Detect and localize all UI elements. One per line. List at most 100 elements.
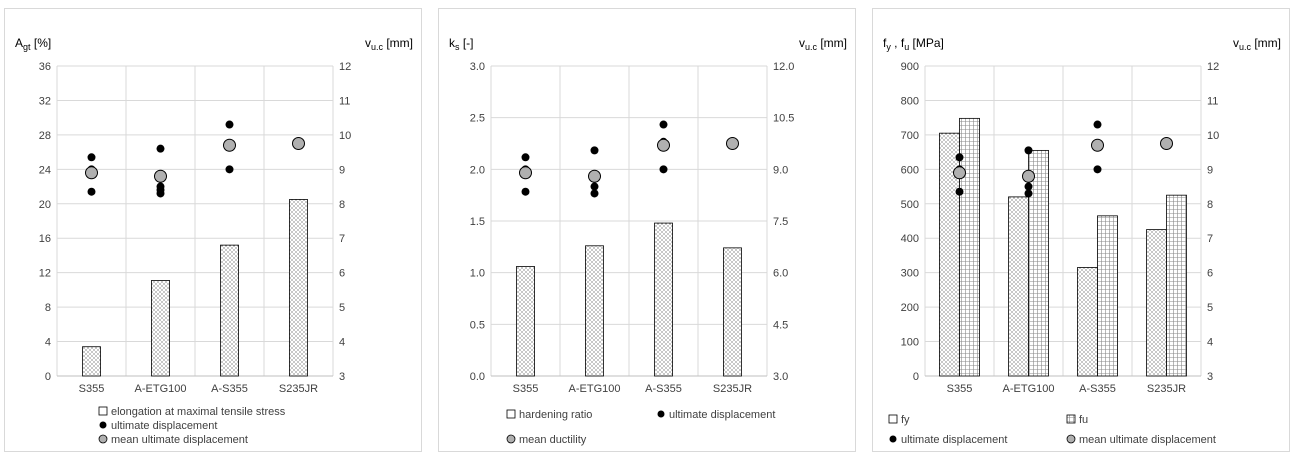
- ultimate-point: [590, 189, 599, 198]
- legend-black-marker: [889, 435, 897, 443]
- legend-square-marker: [888, 414, 898, 424]
- mean-point: [588, 169, 601, 183]
- ultimate-point: [1024, 189, 1033, 198]
- y2-axis-title-unit: [mm]: [383, 36, 413, 50]
- y-tick-label: 4: [45, 337, 51, 349]
- ultimate-point: [225, 120, 234, 129]
- chart-panel-strength: 0 100 200 300 400 500 600 700 800 900 3 4 5 6 7 8 9 10 11 1…: [872, 8, 1290, 452]
- bar: [585, 245, 604, 377]
- legend-square-marker: [506, 409, 516, 419]
- y2-axis-title: vu.c [mm]: [365, 36, 413, 52]
- legend-mean-marker: [98, 434, 108, 444]
- bar: [1097, 215, 1118, 377]
- y-axis-title: Agt [%]: [15, 36, 51, 52]
- mean-point: [292, 137, 305, 150]
- y-tick-label: 0.0: [470, 371, 485, 383]
- y2-tick-label: 12.0: [773, 61, 794, 73]
- y-tick-label: 16: [39, 233, 51, 245]
- y-tick-label: 1.5: [470, 216, 485, 228]
- mean-point: [726, 137, 739, 150]
- legend-black-marker: [657, 410, 665, 418]
- bar: [151, 280, 170, 377]
- y-tick-label: 0.5: [470, 319, 485, 331]
- ultimate-point: [156, 144, 165, 153]
- legend-mean-marker: [1066, 434, 1076, 444]
- y2-tick-label: 6.0: [773, 268, 788, 280]
- mean-point: [223, 138, 236, 152]
- y2-tick-label: 10.5: [773, 113, 794, 125]
- bar: [1028, 149, 1049, 377]
- y-axis-title-main: A: [15, 36, 23, 50]
- y2-tick-label: 7.5: [773, 216, 788, 228]
- mean-point: [1160, 137, 1173, 150]
- y-tick-label: 200: [901, 302, 919, 314]
- y-axis-title-sub: y: [886, 42, 891, 52]
- y-axis-title-main: f: [883, 36, 887, 50]
- bar: [723, 247, 742, 377]
- y2-axis-title-main: v: [799, 36, 805, 50]
- ultimate-point: [955, 187, 964, 196]
- y2-axis-title-main: v: [1233, 36, 1239, 50]
- y-axis-title-unit: [-]: [460, 36, 474, 50]
- x-tick-label: A-S355: [1079, 383, 1116, 395]
- chart-panel-elongation: 0 4 8 12 16 20 24 28 32 36 3 4 5 6 7 8 9 10 11 12 S355 A-ETG1…: [4, 8, 422, 452]
- y-tick-label: 20: [39, 199, 51, 211]
- y-tick-label: 8: [45, 302, 51, 314]
- y2-axis-title-sub: u.c: [371, 42, 384, 52]
- y2-tick-label: 3: [339, 371, 345, 383]
- legend-mean-marker: [506, 434, 516, 444]
- y2-tick-label: 6: [339, 268, 345, 280]
- y2-axis-title: vu.c [mm]: [1233, 36, 1281, 52]
- y-tick-label: 28: [39, 130, 51, 142]
- y-tick-label: 0: [913, 371, 919, 383]
- y-axis-title-unit: [%]: [31, 36, 52, 50]
- bar: [1146, 229, 1167, 377]
- y2-tick-label: 3.0: [773, 371, 788, 383]
- legend-label: elongation at maximal tensile stress: [111, 406, 286, 418]
- bar: [289, 199, 308, 377]
- y2-axis-title-sub: u.c: [1239, 42, 1252, 52]
- bar: [82, 346, 101, 377]
- legend-label: mean ultimate displacement: [1079, 434, 1216, 446]
- x-tick-label: A-ETG100: [135, 383, 187, 395]
- y-axis-title-sub2: u: [904, 42, 909, 52]
- y-tick-label: 600: [901, 164, 919, 176]
- y-axis-title: ks [-]: [449, 36, 474, 52]
- ultimate-point: [955, 153, 964, 162]
- ultimate-point: [1093, 120, 1102, 129]
- y-tick-label: 1.0: [470, 268, 485, 280]
- bar: [654, 222, 673, 377]
- y-axis-title-mid: , f: [891, 36, 905, 50]
- x-tick-label: A-ETG100: [1003, 383, 1055, 395]
- y2-tick-label: 10: [339, 130, 351, 142]
- strength-chart: 0 100 200 300 400 500 600 700 800 900 3 4 5 6 7 8 9 10 11 1…: [883, 36, 1281, 446]
- y-axis-title-sub: gt: [23, 42, 31, 52]
- legend-label: fu: [1079, 414, 1088, 426]
- ultimate-point: [590, 182, 599, 191]
- hardening-ratio-chart: 0.0 0.5 1.0 1.5 2.0 2.5 3.0 3.0 4.5 6.0 7.5 9.0 10.5…: [449, 36, 847, 446]
- ultimate-point: [521, 187, 530, 196]
- y2-tick-label: 4.5: [773, 319, 788, 331]
- mean-point: [1091, 138, 1104, 152]
- y2-tick-label: 4: [1207, 337, 1213, 349]
- ultimate-point: [659, 165, 668, 174]
- y-tick-label: 32: [39, 95, 51, 107]
- legend-label: mean ultimate displacement: [111, 434, 248, 446]
- y2-tick-label: 7: [339, 233, 345, 245]
- y-tick-label: 3.0: [470, 61, 485, 73]
- legend-label: fy: [901, 414, 910, 426]
- ultimate-point: [1024, 182, 1033, 191]
- mean-point: [154, 169, 167, 183]
- legend-label: ultimate displacement: [111, 420, 217, 432]
- x-tick-label: S355: [947, 383, 973, 395]
- y2-axis-title-main: v: [365, 36, 371, 50]
- y-tick-label: 2.5: [470, 113, 485, 125]
- y2-tick-label: 6: [1207, 268, 1213, 280]
- y-axis-title-unit: [MPa]: [909, 36, 944, 50]
- legend-black-marker: [99, 421, 107, 429]
- bar: [1008, 196, 1029, 377]
- y-tick-label: 36: [39, 61, 51, 73]
- x-tick-label: S355: [513, 383, 539, 395]
- y-tick-label: 500: [901, 199, 919, 211]
- y2-tick-label: 3: [1207, 371, 1213, 383]
